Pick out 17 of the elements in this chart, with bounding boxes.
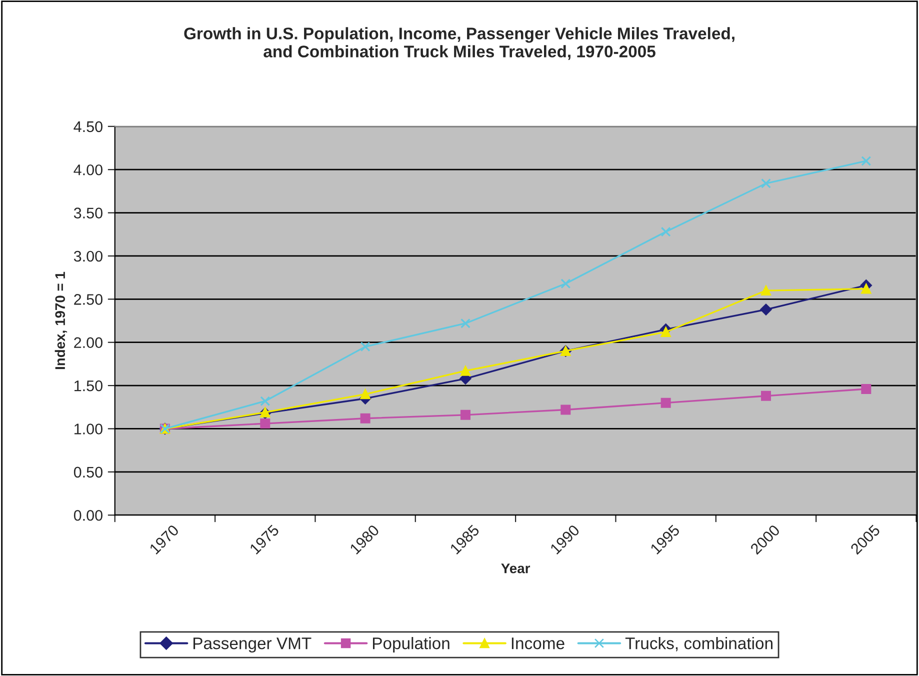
y-tick-label: 0.50 (74, 466, 102, 478)
legend-label: Passenger VMT (194, 638, 312, 653)
y-tick-label: 2.50 (74, 294, 102, 305)
y-tick-label: 3.50 (74, 208, 102, 218)
x-axis-title: Year (501, 564, 530, 574)
y-tick-label: 1.00 (74, 424, 102, 434)
y-tick-label: 2.00 (74, 337, 102, 348)
legend-label: Population (372, 636, 450, 653)
y-tick-label: 4.00 (74, 164, 102, 176)
y-tick-label: 4.50 (74, 121, 102, 132)
y-tick-label: 0.00 (74, 510, 102, 521)
y-tick-label: 3.00 (74, 250, 102, 262)
chart-title: Growth in U.S. Population, Income, Passenger Vehicle Miles Traveled, and Combination Truck Miles Traveled, 1970-2005 (184, 27, 734, 60)
legend-label: Income (512, 638, 564, 650)
legend-label: Trucks, combination (625, 636, 772, 652)
y-axis-title: Index, 1970 = 1 (54, 272, 68, 370)
y-tick-label: 1.50 (74, 380, 102, 392)
